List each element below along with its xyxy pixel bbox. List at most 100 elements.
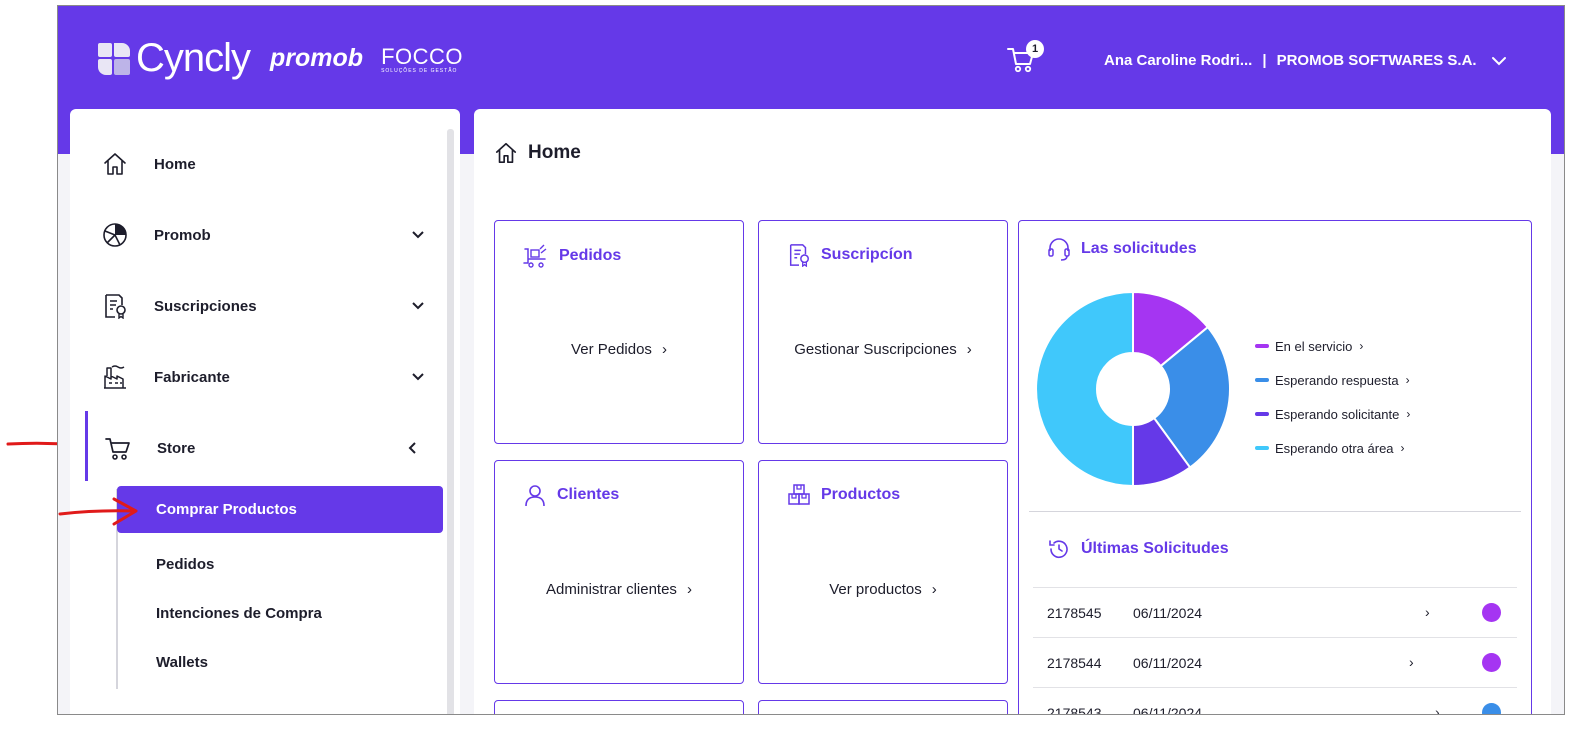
requests-legend: En el servicio › Esperando respuesta › E… — [1255, 329, 1410, 465]
legend-esperando-otra-area[interactable]: Esperando otra área › — [1255, 431, 1410, 465]
sidebar-item-store[interactable]: Store — [70, 423, 450, 473]
user-icon — [525, 485, 545, 507]
sidebar-subitem-intenciones[interactable]: Intenciones de Compra — [156, 605, 322, 622]
chevron-right-icon: › — [1400, 441, 1405, 455]
card-pedidos: Pedidos Ver Pedidos › — [494, 220, 744, 444]
chevron-right-icon: › — [931, 581, 937, 598]
home-icon — [495, 142, 517, 164]
chevron-down-icon — [412, 302, 424, 310]
requests-panel: Las solicitudes En el servicio › Esperan… — [1018, 220, 1532, 715]
chevron-right-icon: › — [1405, 373, 1410, 387]
administrar-clientes-link[interactable]: Administrar clientes › — [546, 581, 692, 598]
sidebar-subitem-pedidos[interactable]: Pedidos — [156, 556, 215, 573]
requests-header: Las solicitudes — [1047, 237, 1197, 261]
ver-productos-link[interactable]: Ver productos › — [829, 581, 937, 598]
card-header: Pedidos — [523, 243, 621, 269]
card-header: Suscripcíon — [787, 243, 913, 267]
headset-icon — [1048, 238, 1070, 261]
ver-pedidos-link[interactable]: Ver Pedidos › — [571, 341, 667, 358]
focco-logo: FOCCO SOLUÇÕES DE GESTÃO — [381, 43, 464, 74]
chevron-right-icon: › — [686, 581, 692, 598]
cart-button[interactable]: 1 — [1006, 40, 1046, 76]
requests-donut-chart — [1035, 290, 1231, 488]
cart-count-badge: 1 — [1026, 40, 1044, 58]
card-title: Pedidos — [559, 247, 622, 264]
sidebar-subitem-comprar-productos[interactable]: Comprar Productos — [117, 486, 443, 533]
user-name: Ana Caroline Rodri... — [1104, 52, 1253, 69]
sidebar-item-suscripciones[interactable]: Suscripciones — [70, 281, 450, 331]
request-date: 06/11/2024 — [1133, 705, 1203, 715]
card-title: Clientes — [557, 486, 620, 503]
subscription-icon — [105, 294, 126, 319]
order-cart-icon — [523, 244, 547, 268]
sidebar-item-label: Fabricante — [154, 368, 230, 386]
last-requests-title: Últimas Solicitudes — [1081, 540, 1229, 557]
chevron-right-icon: › — [1406, 407, 1411, 421]
card-partial — [758, 700, 1008, 714]
card-clientes: Clientes Administrar clientes › — [494, 460, 744, 684]
promob-icon — [103, 223, 127, 247]
status-dot — [1482, 603, 1501, 622]
legend-esperando-solicitante[interactable]: Esperando solicitante › — [1255, 397, 1410, 431]
active-indicator — [85, 411, 88, 481]
chevron-right-icon: › — [1435, 704, 1440, 715]
card-header: Productos — [787, 483, 900, 507]
chevron-down-icon — [412, 231, 424, 239]
card-title: Productos — [821, 486, 901, 503]
divider — [1029, 511, 1521, 512]
legend-swatch — [1255, 344, 1269, 348]
user-account-menu[interactable]: Ana Caroline Rodri... | PROMOB SOFTWARES… — [1104, 52, 1507, 69]
factory-icon — [104, 365, 126, 389]
request-id: 2178543 — [1047, 705, 1102, 715]
card-partial — [494, 700, 744, 714]
request-id: 2178545 — [1047, 605, 1102, 621]
chevron-right-icon: › — [1425, 604, 1430, 620]
card-header: Clientes — [523, 483, 619, 507]
sidebar-item-fabricante[interactable]: Fabricante — [70, 352, 450, 402]
request-id: 2178544 — [1047, 655, 1102, 671]
cyncly-logo-icon — [98, 42, 130, 75]
request-row[interactable]: 2178544 06/11/2024 › — [1033, 637, 1517, 687]
chevron-right-icon: › — [1359, 339, 1364, 353]
legend-swatch — [1255, 446, 1269, 450]
request-date: 06/11/2024 — [1133, 655, 1203, 671]
history-icon — [1049, 540, 1068, 559]
annotation-arrow-comprar — [58, 497, 138, 526]
card-title: Suscripcíon — [821, 246, 913, 263]
chevron-left-icon — [408, 442, 416, 454]
card-suscripcion: Suscripcíon Gestionar Suscripciones › — [758, 220, 1008, 444]
sidebar: Home Promob Suscripciones — [70, 109, 460, 714]
cart-icon — [105, 438, 130, 460]
app-window: Cyncly promob FOCCO SOLUÇÕES DE GESTÃO 1… — [57, 5, 1565, 715]
sidebar-item-label: Home — [154, 155, 196, 173]
home-icon — [104, 153, 126, 175]
requests-title: Las solicitudes — [1081, 240, 1197, 257]
chevron-down-icon — [412, 373, 424, 381]
request-row[interactable]: 2178543 06/11/2024 › — [1033, 687, 1517, 715]
legend-swatch — [1255, 378, 1269, 382]
sidebar-subitem-wallets[interactable]: Wallets — [156, 654, 208, 671]
subscription-icon — [789, 244, 809, 267]
legend-en-el-servicio[interactable]: En el servicio › — [1255, 329, 1410, 363]
donut-slice-esperando-otra-area[interactable] — [1035, 290, 1134, 488]
sidebar-item-label: Store — [157, 439, 196, 457]
separator: | — [1262, 52, 1267, 69]
legend-esperando-respuesta[interactable]: Esperando respuesta › — [1255, 363, 1410, 397]
cyncly-logo: Cyncly — [136, 36, 251, 80]
chevron-down-icon — [1491, 56, 1506, 65]
submenu-line — [116, 489, 118, 689]
card-productos: Productos Ver productos › — [758, 460, 1008, 684]
page-title: Home — [494, 141, 581, 165]
chevron-right-icon: › — [966, 341, 972, 358]
sidebar-item-promob[interactable]: Promob — [70, 210, 450, 260]
status-dot — [1482, 703, 1501, 714]
request-row[interactable]: 2178545 06/11/2024 › — [1033, 587, 1517, 637]
donut-slice-esperando-respuesta[interactable] — [1152, 325, 1231, 469]
main-content: Home Pedidos Ver Pedidos › — [474, 109, 1551, 715]
sidebar-scrollbar[interactable] — [447, 129, 454, 714]
gestionar-suscripciones-link[interactable]: Gestionar Suscripciones › — [794, 341, 972, 358]
subitem-label: Comprar Productos — [156, 501, 297, 518]
status-dot — [1482, 653, 1501, 672]
promob-logo: promob — [270, 44, 364, 72]
sidebar-item-home[interactable]: Home — [70, 139, 450, 189]
